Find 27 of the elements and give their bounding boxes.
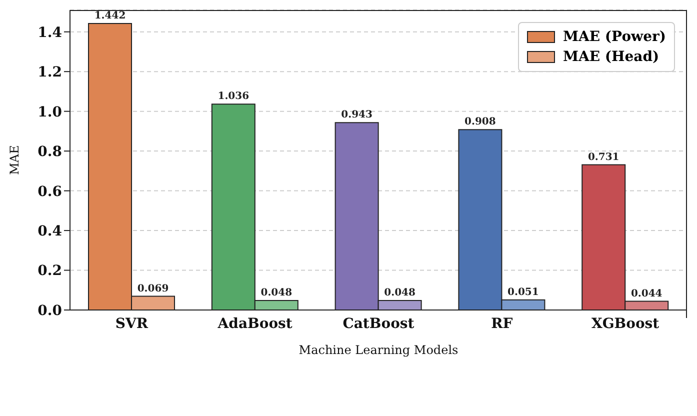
y-axis-title: MAE bbox=[7, 145, 22, 175]
data-label: 0.048 bbox=[384, 287, 416, 298]
x-tick-label: RF bbox=[491, 316, 513, 332]
legend-label: MAE (Head) bbox=[563, 48, 660, 67]
y-tick-label: 1.0 bbox=[38, 104, 62, 120]
y-tick-label: 0.0 bbox=[38, 302, 62, 319]
data-label: 1.036 bbox=[218, 91, 250, 102]
data-label: 0.731 bbox=[588, 152, 620, 163]
y-tick-label: 0.8 bbox=[38, 144, 62, 160]
x-tick-label: SVR bbox=[115, 316, 148, 332]
data-label: 0.069 bbox=[137, 283, 169, 294]
y-tick-label: 0.4 bbox=[38, 224, 62, 240]
legend-label: MAE (Power) bbox=[563, 28, 666, 47]
y-tick-label: 1.4 bbox=[38, 24, 62, 41]
data-label: 0.051 bbox=[508, 286, 539, 298]
data-label: 0.943 bbox=[341, 110, 372, 121]
data-label: 0.048 bbox=[260, 287, 292, 298]
y-tick-label: 1.2 bbox=[38, 64, 62, 81]
x-tick-label: XGBoost bbox=[591, 316, 660, 332]
y-tick-label: 0.2 bbox=[38, 263, 62, 280]
y-tick-label: 0.6 bbox=[38, 184, 62, 200]
data-label: 0.908 bbox=[464, 116, 496, 128]
x-tick-label: CatBoost bbox=[342, 316, 415, 332]
x-axis-title: Machine Learning Models bbox=[298, 343, 458, 357]
data-label: 0.044 bbox=[630, 288, 662, 300]
data-label: 1.442 bbox=[94, 10, 126, 22]
x-tick-label: AdaBoost bbox=[216, 316, 293, 332]
